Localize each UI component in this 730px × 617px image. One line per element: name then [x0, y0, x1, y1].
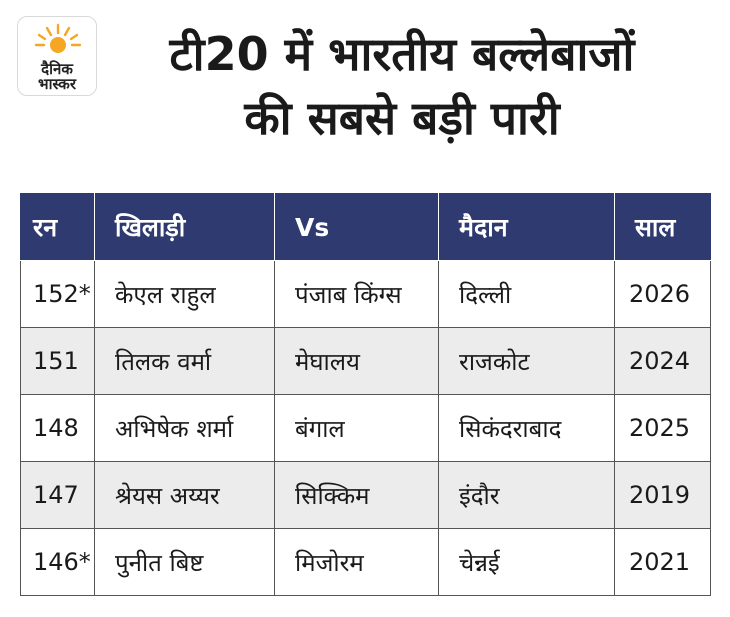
cell-vs: बंगाल: [274, 394, 439, 462]
column-header-player: खिलाड़ी: [94, 193, 275, 261]
page-title: टी20 में भारतीय बल्लेबाजों की सबसे बड़ी …: [102, 22, 702, 150]
dainik-bhaskar-logo: दैनिक भास्कर: [17, 16, 97, 96]
cell-player: केएल राहुल: [94, 260, 275, 328]
innings-table: रन खिलाड़ी Vs मैदान साल 152* केएल राहुल …: [20, 193, 711, 596]
title-line-2: की सबसे बड़ी पारी: [244, 91, 560, 145]
cell-year: 2019: [614, 461, 711, 529]
cell-vs: मिजोरम: [274, 528, 439, 596]
cell-venue: इंदौर: [438, 461, 615, 529]
table-row: 147 श्रेयस अय्यर सिक्किम इंदौर 2019: [20, 461, 711, 529]
cell-player: तिलक वर्मा: [94, 327, 275, 395]
cell-player: श्रेयस अय्यर: [94, 461, 275, 529]
logo-word-bhaskar: भास्कर: [38, 75, 76, 93]
table-row: 146* पुनीत बिष्ट मिजोरम चेन्नई 2021: [20, 528, 711, 596]
column-header-vs: Vs: [274, 193, 439, 261]
table-row: 148 अभिषेक शर्मा बंगाल सिकंदराबाद 2025: [20, 394, 711, 462]
title-line-1: टी20 में भारतीय बल्लेबाजों: [169, 27, 635, 81]
cell-runs: 147: [20, 461, 95, 529]
cell-year: 2026: [614, 260, 711, 328]
table-header-row: रन खिलाड़ी Vs मैदान साल: [20, 193, 711, 261]
table-row: 151 तिलक वर्मा मेघालय राजकोट 2024: [20, 327, 711, 395]
cell-runs: 151: [20, 327, 95, 395]
sun-icon: [34, 23, 82, 53]
cell-player: अभिषेक शर्मा: [94, 394, 275, 462]
cell-year: 2021: [614, 528, 711, 596]
cell-venue: राजकोट: [438, 327, 615, 395]
column-header-runs: रन: [20, 193, 95, 261]
cell-venue: सिकंदराबाद: [438, 394, 615, 462]
cell-runs: 148: [20, 394, 95, 462]
cell-vs: मेघालय: [274, 327, 439, 395]
cell-year: 2024: [614, 327, 711, 395]
cell-runs: 146*: [20, 528, 95, 596]
logo-word-dainik: दैनिक: [41, 60, 73, 78]
cell-vs: सिक्किम: [274, 461, 439, 529]
cell-year: 2025: [614, 394, 711, 462]
cell-vs: पंजाब किंग्स: [274, 260, 439, 328]
cell-player: पुनीत बिष्ट: [94, 528, 275, 596]
column-header-venue: मैदान: [438, 193, 615, 261]
cell-runs: 152*: [20, 260, 95, 328]
cell-venue: दिल्ली: [438, 260, 615, 328]
cell-venue: चेन्नई: [438, 528, 615, 596]
table-row: 152* केएल राहुल पंजाब किंग्स दिल्ली 2026: [20, 260, 711, 328]
column-header-year: साल: [614, 193, 711, 261]
